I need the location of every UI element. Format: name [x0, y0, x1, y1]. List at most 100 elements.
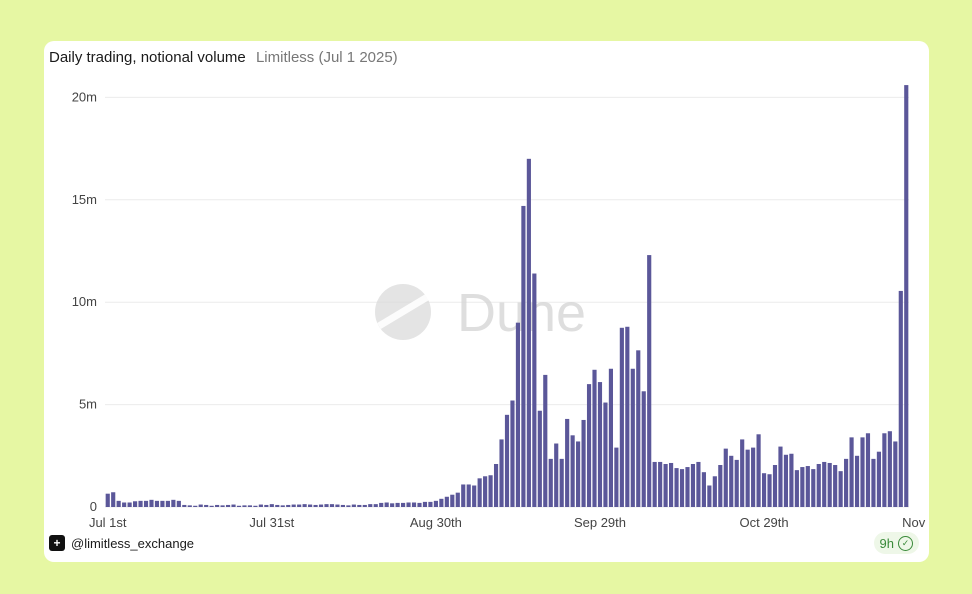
bar[interactable]	[833, 465, 838, 507]
bar[interactable]	[570, 435, 575, 507]
bar[interactable]	[143, 500, 149, 507]
bar[interactable]	[215, 504, 220, 507]
bar[interactable]	[789, 453, 794, 507]
bar[interactable]	[740, 439, 745, 507]
bar[interactable]	[428, 501, 433, 507]
bar[interactable]	[597, 382, 603, 507]
bar[interactable]	[876, 451, 881, 507]
footer-author[interactable]: + @limitless_exchange	[49, 535, 194, 551]
bar[interactable]	[401, 502, 406, 507]
bar[interactable]	[882, 433, 887, 507]
bar[interactable]	[865, 433, 871, 507]
bar[interactable]	[838, 471, 843, 507]
bar[interactable]	[357, 504, 362, 507]
bar[interactable]	[783, 454, 789, 507]
bar[interactable]	[346, 505, 351, 507]
bar[interactable]	[242, 505, 247, 507]
bar[interactable]	[127, 502, 132, 507]
bar[interactable]	[871, 458, 876, 507]
bar[interactable]	[472, 485, 477, 507]
bar[interactable]	[253, 505, 258, 507]
bar[interactable]	[844, 458, 849, 507]
bar[interactable]	[745, 449, 750, 507]
bar[interactable]	[586, 384, 592, 507]
bar[interactable]	[340, 504, 345, 507]
bar[interactable]	[712, 476, 717, 507]
bar[interactable]	[658, 461, 663, 507]
bar[interactable]	[308, 504, 313, 507]
bar[interactable]	[674, 468, 679, 507]
bar[interactable]	[318, 504, 324, 507]
bar[interactable]	[165, 500, 170, 507]
bar[interactable]	[515, 322, 521, 507]
bar[interactable]	[406, 502, 411, 507]
bar[interactable]	[395, 502, 400, 507]
bar[interactable]	[116, 500, 121, 507]
bar[interactable]	[767, 474, 772, 507]
bar[interactable]	[286, 504, 291, 507]
bar[interactable]	[718, 465, 723, 507]
bar[interactable]	[258, 504, 263, 507]
bar[interactable]	[111, 492, 116, 507]
bar[interactable]	[619, 327, 624, 507]
bar[interactable]	[811, 469, 816, 507]
bar[interactable]	[488, 475, 493, 507]
bar[interactable]	[275, 504, 280, 507]
bar[interactable]	[291, 504, 296, 507]
bar[interactable]	[854, 455, 860, 507]
bar[interactable]	[154, 500, 160, 507]
bar[interactable]	[455, 492, 460, 507]
bar[interactable]	[521, 205, 526, 508]
bar[interactable]	[433, 500, 438, 507]
bar[interactable]	[335, 504, 340, 507]
bar[interactable]	[701, 472, 706, 507]
bar[interactable]	[269, 504, 274, 507]
bar[interactable]	[904, 85, 909, 507]
bar[interactable]	[362, 504, 367, 507]
bar[interactable]	[559, 458, 564, 507]
bar[interactable]	[236, 505, 242, 507]
bar[interactable]	[384, 502, 389, 507]
bar[interactable]	[198, 504, 203, 507]
bar[interactable]	[444, 496, 449, 507]
bar[interactable]	[565, 418, 570, 507]
bar[interactable]	[526, 158, 531, 508]
bar[interactable]	[543, 374, 548, 507]
bar[interactable]	[105, 493, 110, 507]
bar[interactable]	[581, 419, 586, 507]
bar[interactable]	[329, 504, 335, 507]
bar[interactable]	[493, 463, 499, 507]
bar[interactable]	[554, 443, 559, 507]
bar[interactable]	[122, 502, 127, 507]
bar[interactable]	[548, 458, 553, 507]
bar[interactable]	[685, 467, 690, 507]
bar[interactable]	[756, 434, 761, 507]
bar[interactable]	[138, 500, 143, 507]
bar[interactable]	[887, 431, 892, 507]
bar[interactable]	[187, 505, 192, 507]
bar[interactable]	[734, 459, 739, 507]
bar[interactable]	[592, 369, 597, 507]
bar[interactable]	[149, 499, 154, 507]
bar[interactable]	[805, 466, 810, 507]
bar[interactable]	[707, 485, 712, 507]
bar[interactable]	[647, 255, 652, 507]
bar[interactable]	[772, 465, 778, 507]
bar[interactable]	[439, 498, 444, 507]
bar[interactable]	[133, 501, 138, 507]
bar[interactable]	[231, 504, 236, 507]
bar[interactable]	[483, 476, 488, 507]
bar[interactable]	[302, 504, 307, 507]
bar[interactable]	[652, 461, 657, 507]
bar[interactable]	[576, 441, 581, 507]
bar[interactable]	[510, 400, 515, 508]
bar[interactable]	[160, 500, 165, 507]
bar[interactable]	[729, 455, 734, 507]
bar[interactable]	[822, 461, 827, 507]
bar[interactable]	[225, 504, 231, 507]
bar[interactable]	[422, 501, 428, 507]
bar[interactable]	[280, 505, 285, 507]
bar[interactable]	[313, 504, 318, 507]
author-handle[interactable]: @limitless_exchange	[71, 535, 195, 551]
bar[interactable]	[893, 441, 898, 507]
